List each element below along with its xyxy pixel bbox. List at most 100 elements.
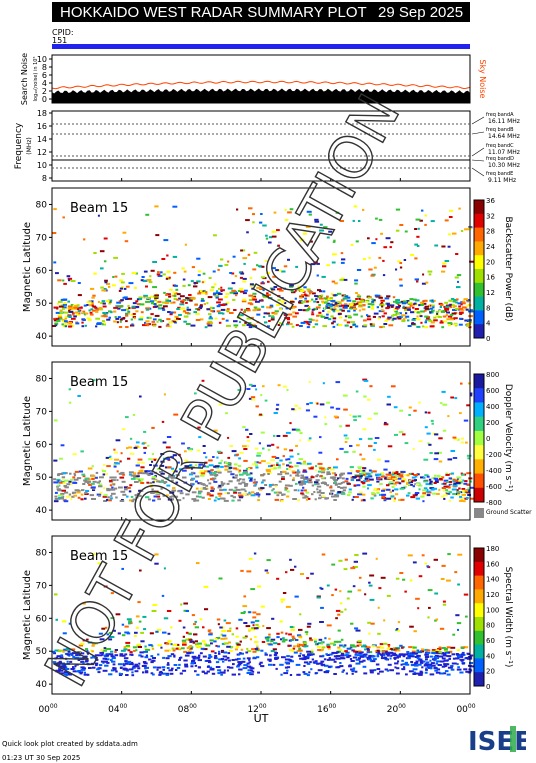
colorbar-swatch <box>474 296 484 311</box>
heatmap-cell <box>217 293 223 295</box>
heatmap-cell <box>99 638 105 641</box>
heatmap-cell <box>143 650 148 653</box>
heatmap-cell <box>189 473 193 476</box>
heatmap-cell <box>447 415 450 418</box>
heatmap-cell <box>451 488 457 491</box>
heatmap-cell <box>320 642 324 645</box>
heatmap-cell <box>350 622 354 625</box>
heatmap-cell <box>330 489 335 492</box>
heatmap-cell <box>373 489 376 491</box>
heatmap-cell <box>424 474 429 477</box>
heatmap-cell <box>376 488 381 491</box>
heatmap-cell <box>453 323 458 326</box>
heatmap-cell <box>442 654 448 657</box>
freq-band-value: 10.30 MHz <box>488 162 520 169</box>
heatmap-cell <box>382 488 387 491</box>
heatmap-cell <box>206 491 210 494</box>
heatmap-cell <box>349 326 353 329</box>
heatmap-cell <box>162 494 165 497</box>
heatmap-cell <box>82 475 86 478</box>
heatmap-cell <box>271 290 274 293</box>
heatmap-cell <box>363 395 367 398</box>
heatmap-cell <box>440 402 443 405</box>
heatmap-cell <box>452 484 458 487</box>
heatmap-cell <box>427 442 430 445</box>
heatmap-cell <box>455 657 460 660</box>
heatmap-cell <box>466 657 470 660</box>
colorbar-tick-label: 160 <box>486 560 499 568</box>
heatmap-cell <box>414 475 418 478</box>
heatmap-cell <box>175 477 178 479</box>
heatmap-cell <box>125 416 129 419</box>
heatmap-cell <box>371 645 376 648</box>
heatmap-cell <box>242 292 247 295</box>
heatmap-cell <box>55 669 59 672</box>
heatmap-cell <box>207 470 211 473</box>
heatmap-cell <box>274 484 278 486</box>
heatmap-cell <box>82 655 88 658</box>
heatmap-cell <box>468 310 473 313</box>
heatmap-cell <box>394 310 398 313</box>
heatmap-cell <box>181 299 186 302</box>
heatmap-cell <box>464 228 469 231</box>
heatmap-cell <box>396 473 401 476</box>
heatmap-cell <box>392 654 397 656</box>
heatmap-cell <box>197 308 201 311</box>
colorbar-swatch <box>474 589 484 604</box>
heatmap-cell <box>150 492 155 494</box>
heatmap-cell <box>343 568 348 571</box>
heatmap-cell <box>161 420 165 423</box>
heatmap-cell <box>132 302 137 305</box>
heatmap-cell <box>186 308 192 311</box>
heatmap-cell <box>455 307 459 310</box>
heatmap-cell <box>59 317 63 320</box>
heatmap-cell <box>358 309 361 312</box>
colorbar-swatch <box>474 324 484 339</box>
heatmap-cell <box>390 305 394 308</box>
heatmap-cell <box>244 484 248 487</box>
heatmap-cell <box>282 637 285 640</box>
heatmap-cell <box>67 650 71 653</box>
heatmap-cell <box>316 474 319 477</box>
heatmap-cell <box>200 299 205 302</box>
heatmap-cell <box>393 500 396 503</box>
heatmap-cell <box>237 499 241 502</box>
heatmap-cell <box>284 219 289 221</box>
heatmap-cell <box>359 651 363 654</box>
heatmap-cell <box>224 468 229 471</box>
heatmap-cell <box>314 218 319 221</box>
heatmap-cell <box>277 324 280 326</box>
heatmap-cell <box>211 286 215 289</box>
heatmap-cell <box>407 656 411 659</box>
heatmap-cell <box>303 661 309 664</box>
heatmap-cell <box>128 471 134 474</box>
heatmap-cell <box>414 310 418 313</box>
heatmap-cell <box>246 439 251 442</box>
heatmap-cell <box>371 300 375 303</box>
heatmap-cell <box>353 560 358 563</box>
heatmap-cell <box>85 490 90 492</box>
heatmap-cell <box>406 474 410 477</box>
heatmap-cell <box>331 651 336 654</box>
heatmap-cell <box>459 491 463 494</box>
heatmap-cell <box>424 315 429 318</box>
search-noise-fill <box>52 88 470 103</box>
heatmap-cell <box>178 648 182 651</box>
heatmap-cell <box>334 494 337 496</box>
heatmap-cell <box>318 494 322 497</box>
heatmap-cell <box>220 286 223 289</box>
heatmap-cell <box>171 667 174 670</box>
heatmap-cell <box>135 441 140 444</box>
noise-tick-label: 6 <box>42 71 47 80</box>
heatmap-cell <box>281 640 286 643</box>
heatmap-cell <box>300 474 304 477</box>
heatmap-cell <box>329 305 333 308</box>
heatmap-cell <box>247 467 250 470</box>
heatmap-cell <box>424 648 429 651</box>
heatmap-cell <box>163 567 166 570</box>
heatmap-cell <box>59 481 63 484</box>
heatmap-cell <box>55 618 58 621</box>
heatmap-cell <box>329 665 333 668</box>
heatmap-cell <box>151 610 157 612</box>
heatmap-cell <box>99 308 104 311</box>
